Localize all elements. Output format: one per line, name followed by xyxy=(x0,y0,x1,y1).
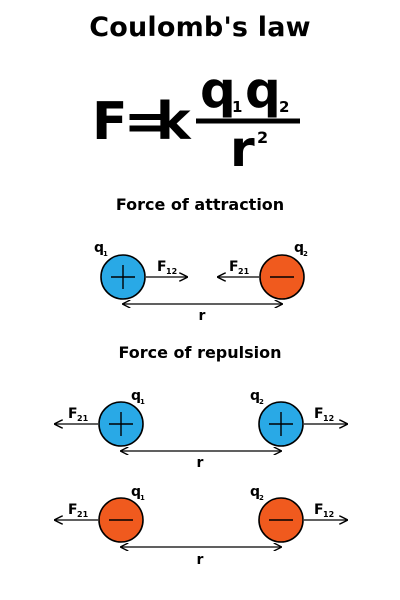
repulsion-negative-pair: q 1 q 2 F 21 F 12 r xyxy=(55,484,347,568)
repulsion-neg-q2-subscript: 2 xyxy=(259,494,264,502)
force-subscript-f12: 12 xyxy=(323,414,334,423)
attraction-q1-label: q xyxy=(94,240,104,256)
formula-constant-k: k xyxy=(156,92,192,152)
attraction-section: Force of attraction q 1 q 2 F 12 F 21 r xyxy=(94,195,308,324)
force-label-f21: F xyxy=(68,502,78,518)
section-heading-attraction: Force of attraction xyxy=(116,195,284,214)
distance-label-r: r xyxy=(197,455,204,471)
repulsion-positive-pair: q 1 q 2 F 21 F 12 r xyxy=(55,388,347,471)
formula-distance-r: r xyxy=(230,120,255,178)
formula-force-symbol: F xyxy=(92,92,128,152)
formula-subscript-2: 2 xyxy=(279,98,289,116)
force-subscript-f12: 12 xyxy=(166,267,177,276)
repulsion-pos-q1-label: q xyxy=(131,388,141,404)
force-subscript-f12: 12 xyxy=(323,510,334,519)
formula-subscript-1: 1 xyxy=(232,98,242,116)
formula-charge-q2: q xyxy=(245,61,281,119)
force-subscript-f21: 21 xyxy=(77,414,89,423)
formula-charge-q1: q xyxy=(200,61,236,119)
repulsion-neg-q1-label: q xyxy=(131,484,141,500)
attraction-q2-subscript: 2 xyxy=(303,250,308,258)
attraction-q1-subscript: 1 xyxy=(103,250,108,258)
distance-label-r: r xyxy=(199,308,206,324)
repulsion-pos-q2-label: q xyxy=(250,388,260,404)
section-heading-repulsion: Force of repulsion xyxy=(118,343,281,362)
repulsion-pos-q1-subscript: 1 xyxy=(140,398,145,406)
page-title: Coulomb's law xyxy=(89,12,311,43)
repulsion-neg-q2-label: q xyxy=(250,484,260,500)
force-label-f12: F xyxy=(157,259,167,275)
force-label-f12: F xyxy=(314,502,324,518)
formula-equals-sign: = xyxy=(124,92,168,152)
force-subscript-f21: 21 xyxy=(238,267,250,276)
coulomb-formula: F = k q 1 q 2 r 2 xyxy=(92,61,300,178)
formula-exponent-2: 2 xyxy=(257,128,268,147)
force-label-f12: F xyxy=(314,406,324,422)
repulsion-neg-q1-subscript: 1 xyxy=(140,494,145,502)
repulsion-pos-q2-subscript: 2 xyxy=(259,398,264,406)
force-subscript-f21: 21 xyxy=(77,510,89,519)
attraction-q2-label: q xyxy=(294,240,304,256)
force-label-f21: F xyxy=(68,406,78,422)
force-label-f21: F xyxy=(229,259,239,275)
distance-label-r: r xyxy=(197,552,204,568)
